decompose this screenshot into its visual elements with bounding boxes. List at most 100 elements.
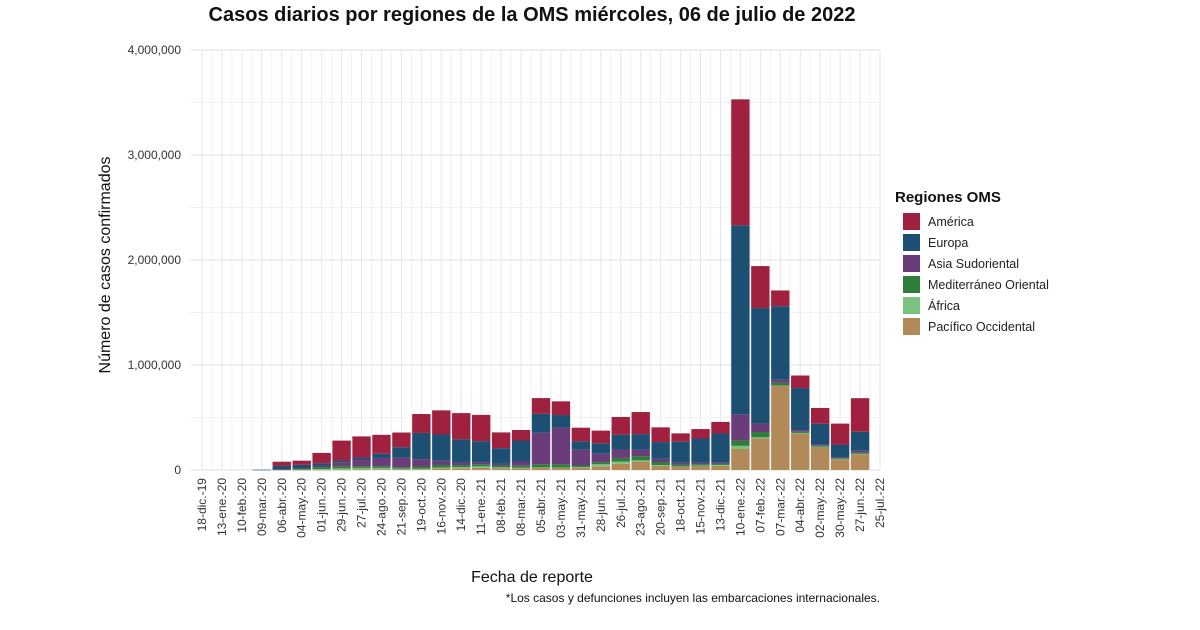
x-tick-label: 26-jul.-21 bbox=[614, 478, 628, 528]
bar-segment bbox=[312, 463, 331, 466]
bar-segment bbox=[272, 465, 291, 470]
bar-segment bbox=[771, 386, 790, 470]
bar-segment bbox=[611, 461, 630, 464]
x-tick-label: 20-sep.-21 bbox=[654, 478, 668, 536]
bar-segment bbox=[292, 460, 311, 465]
bar-segment bbox=[571, 441, 591, 450]
bar-segment bbox=[392, 467, 411, 469]
bar-segment bbox=[292, 469, 311, 471]
bar-segment bbox=[591, 462, 610, 465]
bar-segment bbox=[731, 440, 750, 446]
x-tick-label: 31-may.-21 bbox=[574, 478, 588, 538]
bar-segment bbox=[432, 468, 451, 470]
bar-segment bbox=[511, 440, 531, 462]
bar-segment bbox=[472, 464, 491, 467]
bar-segment bbox=[651, 462, 670, 466]
bar-segment bbox=[332, 460, 351, 463]
bar-segment bbox=[511, 467, 531, 469]
bar-segment bbox=[531, 467, 551, 470]
bar-segment bbox=[511, 429, 531, 441]
bar-segment bbox=[472, 414, 491, 442]
bar-segment bbox=[791, 431, 810, 433]
bar-segment bbox=[631, 449, 650, 457]
bar-segment bbox=[312, 469, 331, 471]
bar-segment bbox=[611, 463, 630, 470]
bar-segment bbox=[352, 469, 371, 471]
bar-segment bbox=[671, 441, 690, 463]
bar-segment bbox=[352, 436, 371, 458]
bar-segment bbox=[591, 466, 610, 470]
x-tick-label: 07-feb.-22 bbox=[753, 478, 767, 533]
bar-segment bbox=[631, 461, 650, 470]
bar-segment bbox=[691, 465, 710, 467]
bar-segment bbox=[531, 464, 551, 468]
bar-segment bbox=[432, 434, 451, 461]
bar-segment bbox=[551, 427, 571, 465]
bar-segment bbox=[352, 467, 371, 470]
bar-segment bbox=[452, 467, 471, 469]
x-tick-label: 24-ago.-20 bbox=[374, 478, 388, 536]
bar-segment bbox=[551, 401, 571, 415]
bar-segment bbox=[491, 432, 511, 449]
bar-segment bbox=[811, 446, 830, 448]
y-tick-labels: 0 1,000,000 2,000,000 3,000,000 4,000,000 bbox=[128, 43, 182, 477]
bar-segment bbox=[731, 449, 750, 470]
bar-segment bbox=[611, 416, 630, 435]
bar-segment bbox=[292, 464, 311, 469]
bar-segment bbox=[631, 456, 650, 461]
x-tick-label: 21-sep.-20 bbox=[394, 478, 408, 536]
bar-segment bbox=[830, 423, 850, 445]
bar-segment bbox=[432, 467, 451, 469]
bar-segment bbox=[531, 467, 551, 468]
bar-segment bbox=[392, 432, 411, 448]
x-tick-label: 09-mar.-20 bbox=[255, 478, 269, 536]
bar-segment bbox=[830, 459, 850, 460]
bar-segment bbox=[491, 465, 511, 468]
x-tick-label: 07-mar.-22 bbox=[773, 478, 787, 536]
legend-label: Mediterráneo Oriental bbox=[928, 278, 1049, 292]
x-tick-label: 30-may.-22 bbox=[833, 478, 847, 538]
bar-segment bbox=[731, 99, 750, 226]
bar-segment bbox=[711, 465, 730, 470]
bar-segment bbox=[531, 432, 551, 465]
bar-segment bbox=[651, 465, 670, 470]
bar-segment bbox=[412, 459, 431, 467]
bar-segment bbox=[771, 290, 790, 307]
bar-segment bbox=[392, 469, 411, 471]
y-tick-label: 2,000,000 bbox=[128, 253, 182, 267]
bar-segment bbox=[491, 463, 511, 466]
bar-segment bbox=[651, 458, 670, 463]
x-tick-label: 29-jun.-20 bbox=[335, 478, 349, 532]
bar-segment bbox=[751, 423, 770, 432]
bar-segment bbox=[491, 468, 511, 470]
bar-segment bbox=[830, 457, 850, 459]
bar-segment bbox=[332, 462, 351, 467]
bar-segment bbox=[432, 460, 451, 465]
y-tick-label: 3,000,000 bbox=[128, 148, 182, 162]
bar-segment bbox=[791, 433, 810, 470]
bar-segment bbox=[711, 421, 730, 434]
bar-segment bbox=[711, 464, 730, 466]
y-tick-label: 1,000,000 bbox=[128, 358, 182, 372]
bar-segment bbox=[292, 468, 311, 469]
x-tick-labels: 18-dic.-19 13-ene.-20 10-feb.-20 09-mar.-20… bbox=[195, 478, 887, 538]
bar-segment bbox=[412, 468, 431, 470]
grid-lines bbox=[190, 49, 881, 471]
bar-segment bbox=[491, 448, 511, 464]
bar-segment bbox=[611, 457, 630, 462]
x-tick-label: 08-mar.-21 bbox=[514, 478, 528, 536]
bar-segment bbox=[332, 469, 351, 471]
bar-segment bbox=[272, 469, 291, 470]
x-tick-label: 14-dic.-20 bbox=[454, 478, 468, 532]
bar-segment bbox=[830, 444, 850, 458]
bar-segment bbox=[452, 468, 471, 470]
bar-segment bbox=[372, 434, 391, 454]
x-tick-label: 10-ene.-22 bbox=[733, 478, 747, 536]
bar-segment bbox=[412, 432, 431, 460]
bar-segment bbox=[771, 306, 790, 380]
bar-segment bbox=[791, 388, 810, 431]
bar-segment bbox=[691, 429, 710, 439]
legend-swatch bbox=[903, 234, 920, 251]
bar-segment bbox=[791, 432, 810, 434]
